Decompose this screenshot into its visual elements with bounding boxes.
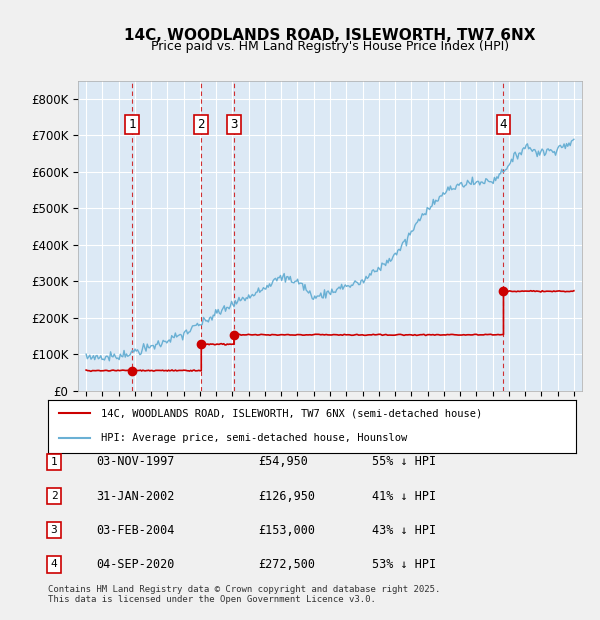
Text: 31-JAN-2002: 31-JAN-2002 xyxy=(96,490,175,502)
Text: 03-NOV-1997: 03-NOV-1997 xyxy=(96,456,175,468)
Text: 2: 2 xyxy=(197,118,205,131)
Text: 3: 3 xyxy=(50,525,58,535)
Text: 1: 1 xyxy=(128,118,136,131)
Text: 04-SEP-2020: 04-SEP-2020 xyxy=(96,558,175,570)
Text: HPI: Average price, semi-detached house, Hounslow: HPI: Average price, semi-detached house,… xyxy=(101,433,407,443)
Text: 14C, WOODLANDS ROAD, ISLEWORTH, TW7 6NX: 14C, WOODLANDS ROAD, ISLEWORTH, TW7 6NX xyxy=(124,28,536,43)
Text: £153,000: £153,000 xyxy=(258,524,315,536)
Text: 14C, WOODLANDS ROAD, ISLEWORTH, TW7 6NX (semi-detached house): 14C, WOODLANDS ROAD, ISLEWORTH, TW7 6NX … xyxy=(101,408,482,418)
Text: 03-FEB-2004: 03-FEB-2004 xyxy=(96,524,175,536)
Text: 2: 2 xyxy=(50,491,58,501)
Text: 55% ↓ HPI: 55% ↓ HPI xyxy=(372,456,436,468)
Text: 53% ↓ HPI: 53% ↓ HPI xyxy=(372,558,436,570)
Text: Price paid vs. HM Land Registry's House Price Index (HPI): Price paid vs. HM Land Registry's House … xyxy=(151,40,509,53)
Text: 43% ↓ HPI: 43% ↓ HPI xyxy=(372,524,436,536)
Text: 3: 3 xyxy=(230,118,238,131)
Text: 4: 4 xyxy=(50,559,58,569)
Text: £126,950: £126,950 xyxy=(258,490,315,502)
Text: £54,950: £54,950 xyxy=(258,456,308,468)
Text: £272,500: £272,500 xyxy=(258,558,315,570)
Text: Contains HM Land Registry data © Crown copyright and database right 2025.
This d: Contains HM Land Registry data © Crown c… xyxy=(48,585,440,604)
Text: 4: 4 xyxy=(500,118,507,131)
Text: 41% ↓ HPI: 41% ↓ HPI xyxy=(372,490,436,502)
Text: 1: 1 xyxy=(50,457,58,467)
